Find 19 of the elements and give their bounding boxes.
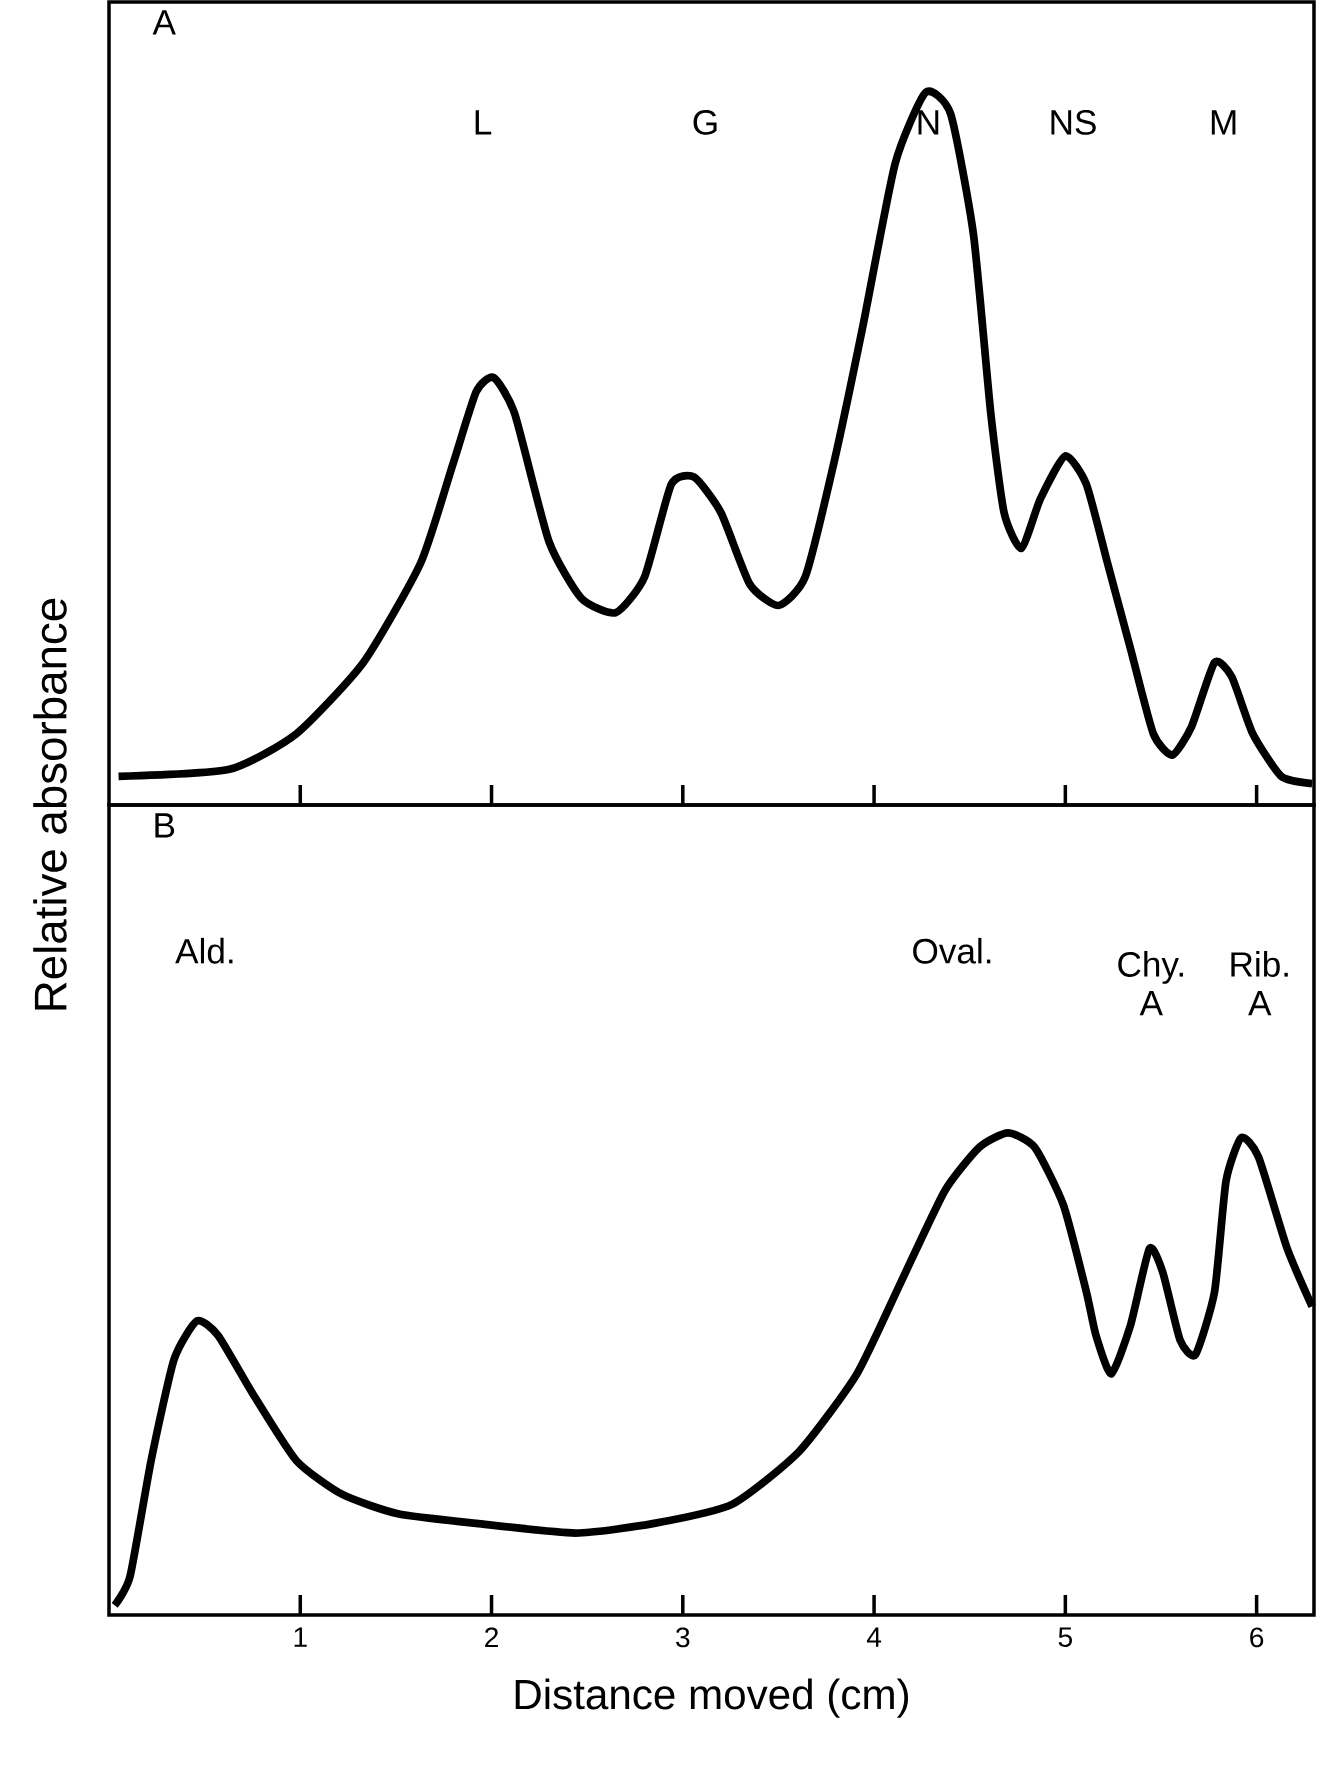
y-axis-title: Relative absorbance bbox=[33, 598, 67, 1010]
text: Ald. bbox=[175, 937, 233, 964]
x-tick-label: 6 bbox=[1250, 1627, 1264, 1648]
annotation: N bbox=[918, 110, 939, 135]
text: Rib. A bbox=[1231, 951, 1288, 1016]
text: Oval. bbox=[913, 937, 991, 964]
annotation: L bbox=[475, 110, 492, 135]
annotation: NS bbox=[1051, 109, 1096, 135]
text: A bbox=[152, 10, 176, 35]
text: Chy. A bbox=[1118, 951, 1183, 1016]
x-tick-label: 1 bbox=[294, 1627, 307, 1647]
x-tick-label: 2 bbox=[485, 1627, 498, 1648]
x-axis-title: Distance moved (cm) bbox=[515, 1678, 908, 1718]
annotation: M bbox=[1211, 110, 1236, 135]
x-tick-label: 4 bbox=[866, 1627, 882, 1647]
annotation: G bbox=[693, 109, 717, 135]
x-tick-label: 3 bbox=[676, 1627, 690, 1648]
x-tick-label: 5 bbox=[1058, 1627, 1072, 1648]
text: B bbox=[155, 813, 175, 838]
